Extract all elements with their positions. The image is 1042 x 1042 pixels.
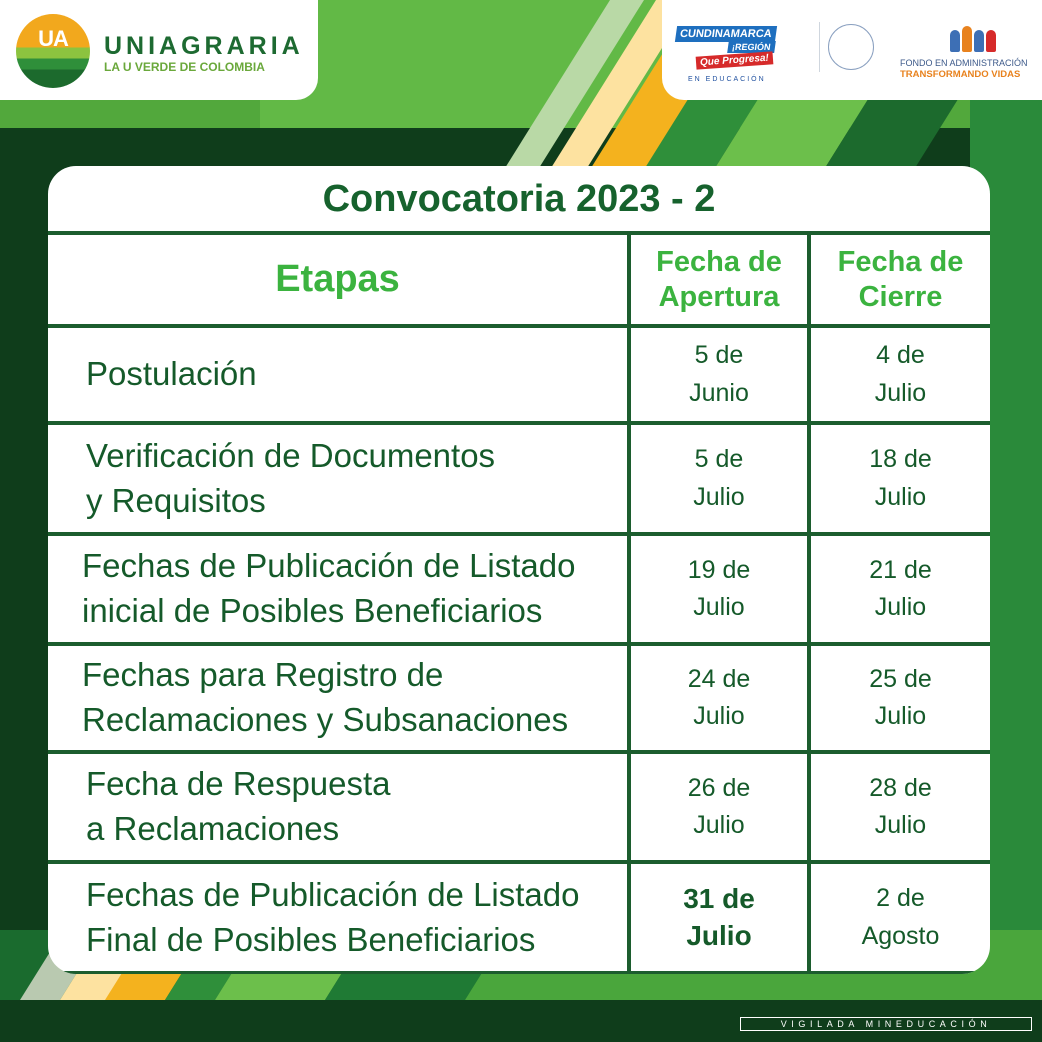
university-name: UNIAGRARIA bbox=[104, 32, 304, 60]
date-day: 26 de bbox=[687, 773, 751, 802]
table-row-stage: Fechas de Publicación de Listado inicial… bbox=[48, 536, 627, 642]
date-month: Julio bbox=[874, 702, 927, 730]
date-month: Julio bbox=[686, 919, 752, 951]
date-day: 25 de bbox=[869, 664, 932, 693]
stage-line: y Requisitos bbox=[86, 481, 266, 519]
date-month: Agosto bbox=[861, 921, 940, 950]
table-divider bbox=[48, 971, 990, 974]
stage-line: a Reclamaciones bbox=[86, 810, 340, 847]
stage-line: Verificación de Documentos bbox=[86, 436, 496, 474]
column-divider bbox=[627, 233, 631, 974]
fund-slogan: TRANSFORMANDO VIDAS bbox=[900, 69, 1021, 80]
column-header-opening-line2: Apertura bbox=[658, 280, 780, 313]
date-day: 5 de bbox=[694, 445, 744, 473]
table-row-opening-date: 26 de Julio bbox=[631, 754, 807, 860]
table-row-opening-date: 31 de Julio bbox=[631, 864, 807, 971]
table-row-opening-date: 19 de Julio bbox=[631, 536, 807, 642]
table-row-stage: Postulación bbox=[48, 328, 627, 421]
ua-emblem-icon: UA bbox=[16, 14, 90, 88]
stage-line: Final de Posibles Beneficiarios bbox=[86, 920, 536, 958]
table-row-opening-date: 24 de Julio bbox=[631, 646, 807, 750]
schedule-card: Convocatoria 2023 - 2 Etapas Fecha de Ap… bbox=[48, 166, 990, 974]
table-divider bbox=[48, 324, 990, 328]
stage-line: Fechas para Registro de bbox=[82, 656, 444, 694]
table-row-stage: Fechas de Publicación de Listado Final d… bbox=[48, 864, 627, 971]
stage-line: Fechas de Publicación de Listado bbox=[86, 875, 580, 913]
date-day: 19 de bbox=[687, 555, 751, 584]
stage-line: Reclamaciones y Subsanaciones bbox=[82, 701, 569, 738]
table-divider bbox=[48, 860, 990, 864]
table-row-stage: Fecha de Respuesta a Reclamaciones bbox=[48, 754, 627, 860]
date-day: 31 de bbox=[683, 882, 755, 914]
cundinamarca-logo: CUNDINAMARCA ¡REGIÓN Que Progresa! EN ED… bbox=[674, 26, 788, 86]
logo-divider bbox=[819, 22, 820, 72]
table-divider bbox=[48, 231, 990, 235]
table-row-closing-date: 25 de Julio bbox=[811, 646, 990, 750]
date-day: 18 de bbox=[869, 445, 932, 473]
partner-logos: CUNDINAMARCA ¡REGIÓN Que Progresa! EN ED… bbox=[662, 0, 1042, 100]
column-divider bbox=[807, 233, 811, 974]
date-month: Julio bbox=[693, 702, 745, 730]
column-header-closing-line2: Cierre bbox=[858, 280, 943, 313]
date-month: Julio bbox=[693, 811, 745, 839]
date-day: 5 de bbox=[694, 341, 744, 369]
date-day: 4 de bbox=[876, 341, 925, 369]
progress-label: Que Progresa! bbox=[695, 51, 774, 70]
column-header-closing-date: Fecha de Cierre bbox=[811, 235, 990, 324]
date-month: Junio bbox=[689, 378, 749, 407]
stage-line: Postulación bbox=[86, 355, 257, 393]
people-group-icon bbox=[950, 18, 998, 52]
government-seal-icon bbox=[828, 24, 874, 70]
date-month: Julio bbox=[693, 593, 745, 621]
education-label: EN EDUCACIÓN bbox=[688, 76, 766, 83]
table-divider bbox=[48, 750, 990, 754]
table-divider bbox=[48, 532, 990, 536]
uniagraria-logo: UA UNIAGRARIA LA U VERDE DE COLOMBIA bbox=[0, 0, 318, 100]
date-month: Julio bbox=[874, 378, 927, 407]
table-divider bbox=[48, 642, 990, 646]
ua-initials: UA bbox=[38, 26, 69, 51]
date-day: 2 de bbox=[876, 884, 925, 912]
table-row-opening-date: 5 de Julio bbox=[631, 425, 807, 532]
date-day: 28 de bbox=[869, 773, 932, 802]
date-month: Julio bbox=[693, 482, 745, 511]
date-month: Julio bbox=[874, 593, 927, 621]
stage-line: Fecha de Respuesta bbox=[86, 765, 391, 803]
date-month: Julio bbox=[874, 482, 927, 511]
cundinamarca-label: CUNDINAMARCA bbox=[674, 26, 777, 42]
table-divider bbox=[48, 421, 990, 425]
column-header-opening-line1: Fecha de bbox=[656, 245, 782, 278]
university-tagline: LA U VERDE DE COLOMBIA bbox=[104, 60, 265, 74]
table-row-closing-date: 2 de Agosto bbox=[811, 864, 990, 971]
table-row-closing-date: 4 de Julio bbox=[811, 328, 990, 421]
table-row-closing-date: 18 de Julio bbox=[811, 425, 990, 532]
table-row-closing-date: 21 de Julio bbox=[811, 536, 990, 642]
column-header-opening-date: Fecha de Apertura bbox=[631, 235, 807, 324]
date-day: 24 de bbox=[687, 664, 751, 693]
vigilada-mineducacion-badge: VIGILADA MINEDUCACIÓN bbox=[740, 1017, 1032, 1031]
table-row-stage: Verificación de Documentos y Requisitos bbox=[48, 425, 627, 532]
column-header-closing-line1: Fecha de bbox=[837, 245, 964, 278]
date-day: 21 de bbox=[869, 555, 932, 584]
column-header-stages: Etapas bbox=[275, 258, 400, 300]
date-month: Julio bbox=[874, 811, 927, 839]
stage-line: Fechas de Publicación de Listado bbox=[82, 547, 576, 585]
table-row-closing-date: 28 de Julio bbox=[811, 754, 990, 860]
page-title: Convocatoria 2023 - 2 bbox=[322, 177, 716, 220]
stage-line: inicial de Posibles Beneficiarios bbox=[82, 592, 543, 629]
fund-name: FONDO EN ADMINISTRACIÓN bbox=[900, 58, 1028, 68]
table-row-stage: Fechas para Registro de Reclamaciones y … bbox=[48, 646, 627, 750]
table-row-opening-date: 5 de Junio bbox=[631, 328, 807, 421]
